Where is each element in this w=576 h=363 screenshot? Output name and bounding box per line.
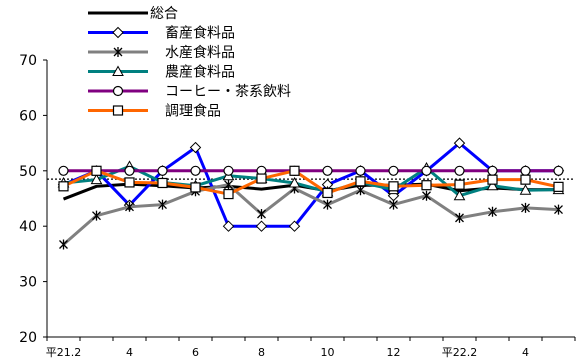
- data-point: [422, 190, 431, 201]
- legend-item: 畜産食料品: [88, 25, 235, 42]
- y-tick-label: 50: [19, 164, 37, 180]
- data-point: [389, 199, 398, 210]
- data-point: [322, 165, 333, 176]
- legend-marker: [112, 26, 124, 39]
- y-tick-label: 70: [19, 53, 37, 69]
- x-tick-label: 平21.2: [46, 346, 82, 359]
- data-point: [288, 220, 301, 232]
- data-point: [453, 189, 466, 201]
- legend-label: 総合: [150, 6, 178, 22]
- legend-item: 農産食料品: [88, 64, 235, 81]
- data-point: [454, 179, 465, 190]
- data-point: [58, 165, 69, 176]
- data-point: [157, 165, 168, 176]
- y-tick-label: 20: [19, 330, 37, 346]
- legend-label: 農産食料品: [165, 64, 235, 81]
- data-point: [520, 165, 531, 176]
- data-point: [355, 165, 366, 176]
- x-tick-label: 10: [321, 346, 335, 359]
- data-point: [288, 176, 301, 188]
- data-point: [125, 201, 134, 212]
- x-tick-label: 8: [258, 346, 265, 359]
- y-tick-label: 40: [19, 219, 37, 235]
- data-point: [59, 239, 68, 250]
- x-tick-label: 12: [387, 346, 401, 359]
- x-tick-label: 4: [126, 346, 133, 359]
- data-point: [323, 199, 332, 210]
- legend-label: 水産食料品: [165, 44, 235, 61]
- legend-item: 調理食品: [88, 103, 221, 120]
- data-point: [322, 187, 333, 199]
- x-tick-label: 平22.2: [442, 346, 478, 359]
- data-point: [521, 202, 530, 213]
- x-tick-label: 4: [522, 346, 529, 359]
- legend-marker: [112, 105, 124, 116]
- data-point: [487, 165, 498, 176]
- data-point: [190, 165, 201, 176]
- series-5: [58, 165, 564, 200]
- data-point: [554, 204, 563, 215]
- data-point: [553, 165, 564, 176]
- series-line: [62, 141, 559, 228]
- y-tick-label: 30: [19, 275, 37, 291]
- data-point: [553, 181, 564, 192]
- data-point: [289, 165, 300, 176]
- data-point: [256, 173, 267, 184]
- legend-label: コーヒー・茶系飲料: [165, 84, 291, 100]
- data-point: [487, 174, 498, 185]
- legend-marker: [113, 47, 123, 57]
- series-line: [62, 183, 559, 246]
- data-point: [488, 206, 497, 217]
- series-line: [63, 164, 559, 198]
- legend-marker: [112, 85, 124, 97]
- legend-item: 水産食料品: [88, 44, 235, 61]
- data-point: [189, 141, 202, 154]
- data-point: [388, 165, 399, 176]
- legend-label: 調理食品: [165, 103, 221, 120]
- data-point: [388, 181, 399, 192]
- data-point: [520, 174, 531, 185]
- series-layer: [57, 137, 565, 250]
- axes: 20 30 40 50 60 70 平21.2 4 6 8 10 12 平22.2 4: [19, 53, 576, 359]
- data-point: [124, 165, 135, 176]
- data-point: [257, 209, 266, 220]
- legend-item: 総合: [88, 6, 178, 22]
- data-point: [91, 165, 102, 176]
- data-point: [90, 173, 103, 185]
- y-tick-label: 60: [19, 108, 37, 124]
- legend-item: コーヒー・茶系飲料: [88, 84, 291, 100]
- data-point: [92, 210, 101, 221]
- data-point: [454, 165, 465, 176]
- x-tick-label: 6: [192, 346, 199, 359]
- data-point: [190, 182, 201, 193]
- data-point: [519, 184, 532, 195]
- data-point: [124, 177, 135, 188]
- data-point: [224, 179, 233, 190]
- legend-marker: [112, 65, 124, 76]
- data-point: [455, 212, 464, 223]
- data-point: [453, 137, 466, 149]
- data-point: [158, 199, 167, 210]
- data-point: [486, 179, 499, 191]
- data-point: [223, 165, 234, 176]
- legend-label: 畜産食料品: [165, 25, 235, 42]
- data-point: [421, 180, 432, 191]
- data-point: [255, 220, 268, 232]
- data-point: [355, 176, 366, 187]
- data-point: [223, 188, 234, 200]
- data-point: [421, 165, 432, 176]
- data-point: [157, 177, 168, 189]
- series-line: [62, 169, 559, 196]
- data-point: [58, 181, 69, 192]
- data-point: [222, 220, 235, 232]
